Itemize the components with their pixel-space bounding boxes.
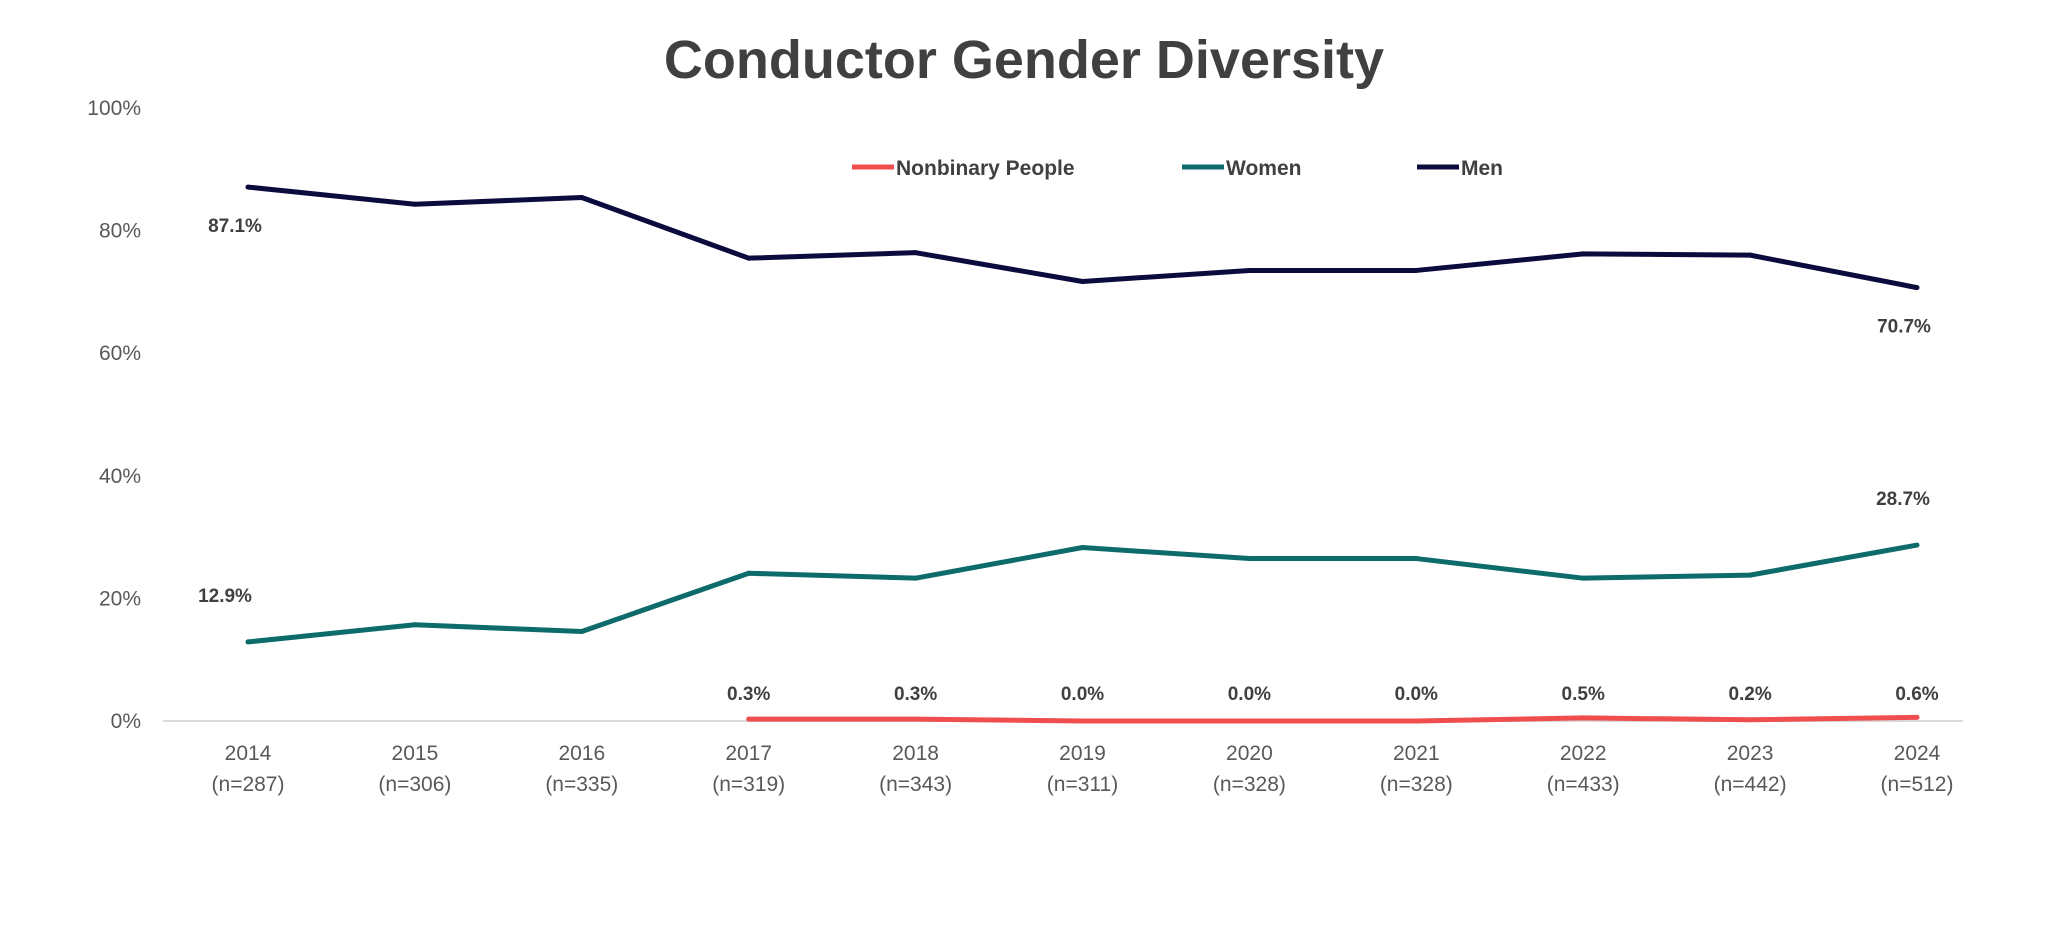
data-point xyxy=(1080,718,1085,724)
data-label: 87.1% xyxy=(208,216,262,237)
x-tick-sublabel: (n=311) xyxy=(1047,773,1118,796)
data-point xyxy=(913,716,919,722)
data-label: 0.3% xyxy=(894,684,937,705)
data-point xyxy=(1747,572,1753,578)
x-tick-label: 2017 xyxy=(725,742,772,765)
data-point xyxy=(245,639,251,645)
y-tick-label: 80% xyxy=(99,220,141,243)
data-point xyxy=(412,622,418,628)
legend-label: Women xyxy=(1226,157,1301,180)
x-tick-sublabel: (n=343) xyxy=(879,773,952,796)
x-tick-label: 2022 xyxy=(1560,742,1607,765)
data-point xyxy=(1914,285,1920,291)
series-line-men xyxy=(247,184,1918,291)
x-tick-sublabel: (n=512) xyxy=(1881,773,1954,796)
data-point xyxy=(1413,267,1419,273)
y-tick-label: 20% xyxy=(99,587,141,610)
data-point xyxy=(746,255,752,261)
x-tick-sublabel: (n=287) xyxy=(212,773,285,796)
data-point xyxy=(1246,556,1252,562)
y-tick-label: 0% xyxy=(111,710,141,733)
x-tick-label: 2019 xyxy=(1059,742,1106,765)
data-point xyxy=(1080,278,1085,284)
data-point xyxy=(1914,714,1920,720)
data-point xyxy=(1580,251,1586,257)
y-tick-label: 60% xyxy=(99,342,141,365)
data-label: 0.5% xyxy=(1562,684,1605,705)
series-line-women xyxy=(247,542,1918,645)
data-label: 0.6% xyxy=(1895,684,1938,705)
legend: Nonbinary People Women Men xyxy=(852,157,1503,180)
x-tick-label: 2020 xyxy=(1226,742,1273,765)
data-point xyxy=(1580,575,1586,581)
data-point xyxy=(746,716,752,722)
series-group xyxy=(245,184,1920,724)
data-point xyxy=(913,250,919,256)
data-label: 0.0% xyxy=(1228,684,1271,705)
data-label: 0.3% xyxy=(727,684,770,705)
data-point xyxy=(1747,717,1753,723)
chart-title: Conductor Gender Diversity xyxy=(664,30,1384,90)
data-point xyxy=(1580,715,1586,721)
x-tick-label: 2023 xyxy=(1727,742,1774,765)
legend-item: Men xyxy=(1417,157,1503,180)
data-point xyxy=(579,194,585,200)
data-point xyxy=(913,575,919,581)
data-point xyxy=(1246,267,1252,273)
series-line-nonbinary-people xyxy=(748,714,1918,724)
data-label: 0.2% xyxy=(1728,684,1771,705)
data-label: 28.7% xyxy=(1876,489,1930,510)
x-tick-label: 2018 xyxy=(892,742,939,765)
data-point xyxy=(1246,718,1252,724)
x-tick-label: 2024 xyxy=(1894,742,1941,765)
data-point xyxy=(245,184,251,190)
data-point xyxy=(1413,556,1419,562)
x-axis: 2014 (n=287) 2015 (n=306) 2016 (n=335) 2017 (n=… xyxy=(212,742,1954,796)
data-label: 12.9% xyxy=(198,586,252,607)
data-point xyxy=(1413,718,1419,724)
data-point xyxy=(746,570,752,576)
data-point xyxy=(1080,545,1085,551)
data-label: 0.0% xyxy=(1395,684,1438,705)
x-tick-sublabel: (n=328) xyxy=(1380,773,1453,796)
x-tick-sublabel: (n=442) xyxy=(1714,773,1787,796)
x-tick-label: 2014 xyxy=(225,742,272,765)
y-tick-label: 100% xyxy=(87,97,141,120)
x-tick-sublabel: (n=306) xyxy=(378,773,451,796)
x-tick-label: 2015 xyxy=(392,742,439,765)
data-point xyxy=(1914,542,1920,548)
legend-label: Nonbinary People xyxy=(896,157,1075,180)
y-axis: 0% 20% 40% 60% 80% 100% xyxy=(87,97,141,733)
data-label: 0.0% xyxy=(1061,684,1104,705)
x-tick-sublabel: (n=335) xyxy=(545,773,618,796)
x-tick-label: 2016 xyxy=(558,742,605,765)
x-tick-sublabel: (n=319) xyxy=(712,773,785,796)
x-tick-label: 2021 xyxy=(1393,742,1440,765)
data-labels: 0.3% 0.3% 0.0% 0.0% 0.0% 0.5% 0.2% 0.6% 12.9% 28.… xyxy=(198,216,1939,705)
data-point xyxy=(579,629,585,635)
x-tick-sublabel: (n=433) xyxy=(1547,773,1620,796)
y-tick-label: 40% xyxy=(99,465,141,488)
data-point xyxy=(412,201,418,207)
data-point xyxy=(1747,252,1753,258)
x-tick-sublabel: (n=328) xyxy=(1213,773,1286,796)
legend-item: Women xyxy=(1182,157,1301,180)
legend-item: Nonbinary People xyxy=(852,157,1075,180)
data-label: 70.7% xyxy=(1877,317,1931,338)
legend-label: Men xyxy=(1461,157,1503,180)
